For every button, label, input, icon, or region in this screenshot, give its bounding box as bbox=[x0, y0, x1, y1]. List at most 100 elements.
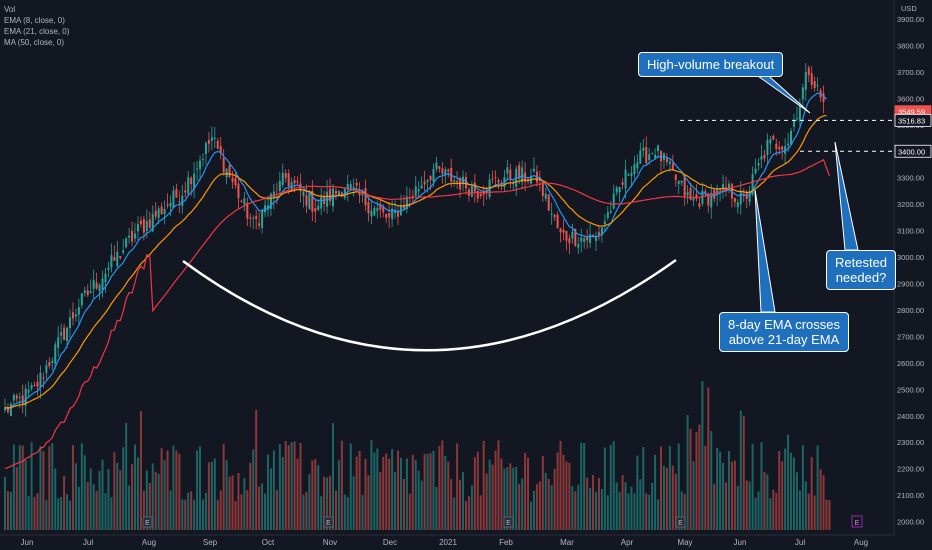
volume-bar bbox=[662, 465, 665, 530]
volume-bar bbox=[701, 381, 704, 530]
volume-bar bbox=[668, 446, 671, 530]
volume-bar bbox=[74, 463, 77, 530]
volume-bar bbox=[671, 465, 674, 530]
candle-body bbox=[435, 162, 438, 170]
candle-body bbox=[269, 193, 272, 209]
volume-bar bbox=[139, 411, 142, 530]
volume-bar bbox=[104, 493, 107, 530]
volume-bar bbox=[778, 451, 781, 530]
volume-bar bbox=[128, 485, 131, 530]
volume-bar bbox=[810, 456, 813, 530]
candle-body bbox=[807, 67, 810, 76]
volume-bar bbox=[795, 472, 798, 530]
candle-body bbox=[349, 184, 352, 189]
candle-body bbox=[116, 251, 119, 267]
candle-body bbox=[148, 219, 151, 228]
volume-bar bbox=[651, 482, 654, 530]
earnings-marker: E bbox=[326, 520, 331, 527]
candle-body bbox=[627, 174, 630, 176]
candle-body bbox=[491, 178, 494, 180]
candle-body bbox=[568, 238, 571, 244]
candle-body bbox=[615, 187, 618, 193]
volume-bar bbox=[337, 460, 340, 530]
volume-bar bbox=[772, 489, 775, 530]
x-tick-label: Sep bbox=[203, 538, 218, 547]
volume-bar bbox=[630, 486, 633, 530]
volume-bar bbox=[234, 501, 237, 530]
volume-bar bbox=[113, 452, 116, 530]
candle-body bbox=[683, 175, 686, 197]
volume-bar bbox=[320, 496, 323, 530]
y-tick-label: 2700.00 bbox=[897, 332, 924, 341]
candle-body bbox=[654, 154, 657, 159]
candle-body bbox=[128, 235, 131, 238]
candle-body bbox=[376, 208, 379, 211]
candle-body bbox=[243, 198, 246, 205]
volume-bar bbox=[722, 462, 725, 530]
candle-body bbox=[405, 196, 408, 210]
candle-body bbox=[258, 223, 261, 226]
legend-ema8[interactable]: EMA (8, close, 0) bbox=[4, 16, 65, 25]
earnings-marker-box bbox=[142, 516, 153, 528]
volume-bar bbox=[730, 461, 733, 530]
candle-body bbox=[686, 191, 689, 196]
volume-bar bbox=[408, 493, 411, 530]
x-tick-label: Jul bbox=[795, 538, 805, 547]
candle-body bbox=[207, 139, 210, 144]
volume-bar bbox=[435, 486, 438, 530]
candle-body bbox=[447, 169, 450, 172]
volume-bar bbox=[441, 440, 444, 530]
candle-body bbox=[151, 213, 154, 232]
candle-body bbox=[500, 182, 503, 184]
candle-body bbox=[580, 237, 583, 242]
volume-bar bbox=[683, 493, 686, 530]
volume-bar bbox=[624, 482, 627, 530]
volume-bar bbox=[12, 444, 15, 530]
retest-text-2: needed? bbox=[835, 270, 887, 285]
candle-body bbox=[278, 180, 281, 192]
volume-bar bbox=[169, 490, 172, 530]
legend-ma50[interactable]: MA (50, close, 0) bbox=[4, 38, 65, 47]
candle-body bbox=[255, 216, 258, 219]
candle-body bbox=[677, 180, 680, 184]
candle-body bbox=[98, 285, 101, 292]
candle-body bbox=[441, 168, 444, 174]
candle-body bbox=[562, 229, 565, 233]
volume-bar bbox=[166, 450, 169, 530]
legend-volume[interactable]: Vol bbox=[4, 5, 16, 14]
volume-bar bbox=[175, 450, 178, 530]
y-tick-label: 2300.00 bbox=[897, 438, 924, 447]
candle-body bbox=[240, 200, 243, 202]
earnings-marker: E bbox=[145, 520, 150, 527]
level-low-label: 3400.00 bbox=[898, 147, 925, 156]
volume-bar bbox=[326, 477, 329, 530]
volume-bar bbox=[373, 452, 376, 530]
volume-bar bbox=[565, 461, 568, 530]
candle-body bbox=[497, 179, 500, 183]
volume-bar bbox=[716, 447, 719, 530]
candle-body bbox=[792, 120, 795, 127]
volume-bar bbox=[370, 440, 373, 530]
volume-bar bbox=[577, 484, 580, 530]
volume-bar bbox=[317, 465, 320, 530]
volume-bar bbox=[580, 442, 583, 530]
y-tick-label: 2800.00 bbox=[897, 306, 924, 315]
volume-bar bbox=[544, 472, 547, 530]
candle-body bbox=[592, 235, 595, 237]
earnings-marker-box bbox=[503, 516, 514, 528]
candle-body bbox=[364, 188, 367, 206]
volume-bar bbox=[642, 447, 645, 530]
volume-bar bbox=[134, 444, 137, 530]
candle-body bbox=[464, 176, 467, 189]
legend-ema21[interactable]: EMA (21, close, 0) bbox=[4, 27, 70, 36]
volume-bar bbox=[364, 458, 367, 530]
volume-bar bbox=[355, 456, 358, 530]
candle-body bbox=[417, 189, 420, 192]
volume-bar bbox=[787, 434, 790, 530]
volume-bar bbox=[568, 462, 571, 530]
volume-bar bbox=[742, 415, 745, 530]
volume-bar bbox=[562, 454, 565, 530]
candle-body bbox=[370, 210, 373, 217]
candle-body bbox=[110, 255, 113, 268]
